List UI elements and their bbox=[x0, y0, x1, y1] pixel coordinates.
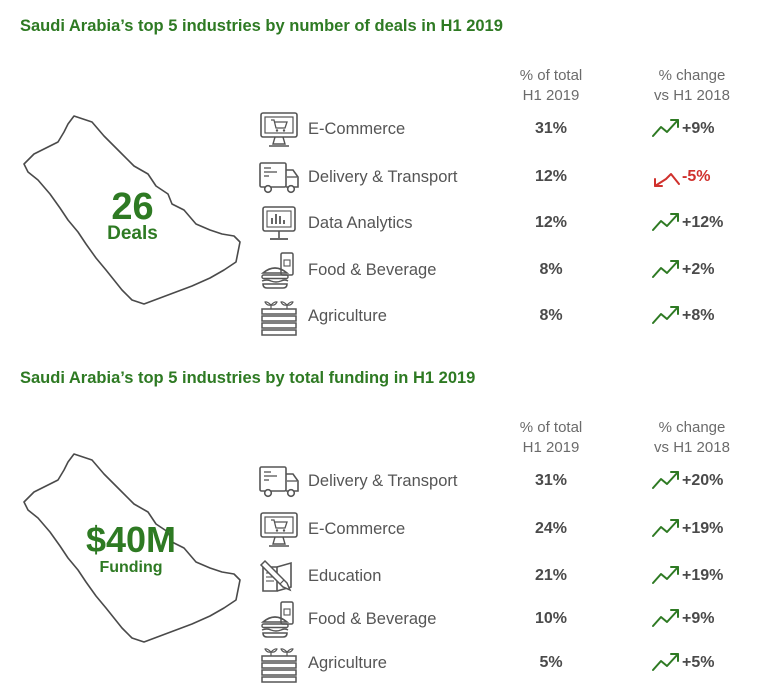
big-label: Deals bbox=[107, 223, 158, 244]
trend-up-icon bbox=[652, 609, 679, 627]
pct-of-total: 31% bbox=[534, 120, 568, 137]
industry-row: Delivery & Transport 31% +20% bbox=[255, 462, 755, 502]
industry-row: Agriculture 5% +5% bbox=[255, 644, 755, 684]
column-header-line: % change bbox=[658, 419, 726, 436]
industry-name: Food & Beverage bbox=[308, 261, 437, 279]
big-number: 26 bbox=[111, 186, 154, 228]
column-header-change: % change vs H1 2018 bbox=[633, 66, 751, 106]
industry-row: E-Commerce 24% +19% bbox=[255, 510, 755, 550]
pct-change: +8% bbox=[648, 303, 758, 333]
pct-of-total: 21% bbox=[534, 567, 568, 584]
trend-up-icon bbox=[652, 306, 679, 324]
column-header-line: H1 2019 bbox=[522, 439, 580, 456]
column-header-pct: % of total H1 2019 bbox=[495, 418, 607, 458]
industry-row: E-Commerce 31% +9% bbox=[255, 110, 755, 150]
industry-name: E-Commerce bbox=[308, 520, 406, 538]
trend-down-icon bbox=[654, 173, 680, 187]
trend-up-icon bbox=[652, 260, 679, 278]
funding-total: $40M Funding bbox=[62, 522, 200, 576]
pct-change: +5% bbox=[648, 650, 758, 680]
pct-change-value: +20% bbox=[682, 472, 724, 489]
industry-row: Food & Beverage 8% +2% bbox=[255, 251, 755, 291]
book-pencil-icon bbox=[257, 557, 301, 597]
food-beverage-icon bbox=[257, 600, 301, 640]
industry-name: Agriculture bbox=[308, 307, 387, 325]
pct-change-value: -5% bbox=[682, 168, 711, 185]
column-header-change: % change vs H1 2018 bbox=[633, 418, 751, 458]
column-header-line: % change bbox=[658, 67, 726, 84]
pct-change-value: +2% bbox=[682, 261, 715, 278]
industry-name: Delivery & Transport bbox=[308, 472, 458, 490]
agriculture-crate-icon bbox=[257, 297, 301, 337]
industry-row: Food & Beverage 10% +9% bbox=[255, 600, 755, 640]
industry-name: E-Commerce bbox=[308, 120, 406, 138]
industry-row: Data Analytics 12% +12% bbox=[255, 204, 755, 244]
industry-row: Education 21% +19% bbox=[255, 557, 755, 597]
big-label: Funding bbox=[99, 559, 163, 576]
column-header-line: vs H1 2018 bbox=[654, 87, 730, 104]
funding-section: Saudi Arabia’s top 5 industries by total… bbox=[0, 352, 780, 696]
industry-row: Delivery & Transport 12% -5% bbox=[255, 158, 755, 198]
deals-total: 26 Deals bbox=[60, 188, 205, 243]
column-header-line: % of total bbox=[519, 67, 583, 84]
agriculture-crate-icon bbox=[257, 644, 301, 684]
industry-name: Delivery & Transport bbox=[308, 168, 458, 186]
pct-change: +9% bbox=[648, 606, 758, 636]
pct-of-total: 10% bbox=[534, 610, 568, 627]
pct-change: +2% bbox=[648, 257, 758, 287]
pct-of-total: 31% bbox=[534, 472, 568, 489]
saudi-map-outline bbox=[22, 112, 244, 308]
pct-change: +20% bbox=[648, 468, 758, 498]
pct-change-value: +9% bbox=[682, 610, 715, 627]
computer-cart-icon bbox=[257, 510, 301, 550]
trend-up-icon bbox=[652, 566, 679, 584]
pct-change: +19% bbox=[648, 563, 758, 593]
pct-of-total: 5% bbox=[539, 654, 563, 671]
delivery-truck-icon bbox=[257, 462, 301, 502]
map-icon bbox=[23, 453, 241, 643]
pct-change-value: +19% bbox=[682, 520, 724, 537]
delivery-truck-icon bbox=[257, 158, 301, 198]
analytics-monitor-icon bbox=[257, 204, 301, 244]
industry-name: Food & Beverage bbox=[308, 610, 437, 628]
trend-up-icon bbox=[652, 519, 679, 537]
column-header-line: % of total bbox=[519, 419, 583, 436]
pct-change-value: +5% bbox=[682, 654, 715, 671]
trend-up-icon bbox=[652, 653, 679, 671]
food-beverage-icon bbox=[257, 251, 301, 291]
industry-name: Data Analytics bbox=[308, 214, 413, 232]
industry-name: Education bbox=[308, 567, 382, 585]
pct-change-value: +9% bbox=[682, 120, 715, 137]
pct-change: +19% bbox=[648, 516, 758, 546]
pct-change: +9% bbox=[648, 116, 758, 146]
map-icon bbox=[23, 115, 241, 305]
pct-change-value: +12% bbox=[682, 214, 724, 231]
column-header-line: vs H1 2018 bbox=[654, 439, 730, 456]
pct-of-total: 8% bbox=[539, 307, 563, 324]
section-title: Saudi Arabia’s top 5 industries by total… bbox=[20, 369, 476, 387]
saudi-map-outline bbox=[22, 450, 244, 646]
trend-up-icon bbox=[652, 471, 679, 489]
pct-change-value: +8% bbox=[682, 307, 715, 324]
pct-change-value: +19% bbox=[682, 567, 724, 584]
section-title: Saudi Arabia’s top 5 industries by numbe… bbox=[20, 17, 503, 35]
industry-row: Agriculture 8% +8% bbox=[255, 297, 755, 337]
trend-up-icon bbox=[652, 119, 679, 137]
pct-change: -5% bbox=[648, 164, 758, 194]
deals-section: Saudi Arabia’s top 5 industries by numbe… bbox=[20, 17, 755, 337]
computer-cart-icon bbox=[257, 110, 301, 150]
trend-up-icon bbox=[652, 213, 679, 231]
pct-of-total: 24% bbox=[534, 520, 568, 537]
pct-of-total: 12% bbox=[534, 214, 568, 231]
industry-name: Agriculture bbox=[308, 654, 387, 672]
big-number: $40M bbox=[85, 519, 177, 560]
column-header-pct: % of total H1 2019 bbox=[495, 66, 607, 106]
pct-of-total: 8% bbox=[539, 261, 563, 278]
pct-of-total: 12% bbox=[534, 168, 568, 185]
column-header-line: H1 2019 bbox=[522, 87, 580, 104]
pct-change: +12% bbox=[648, 210, 758, 240]
